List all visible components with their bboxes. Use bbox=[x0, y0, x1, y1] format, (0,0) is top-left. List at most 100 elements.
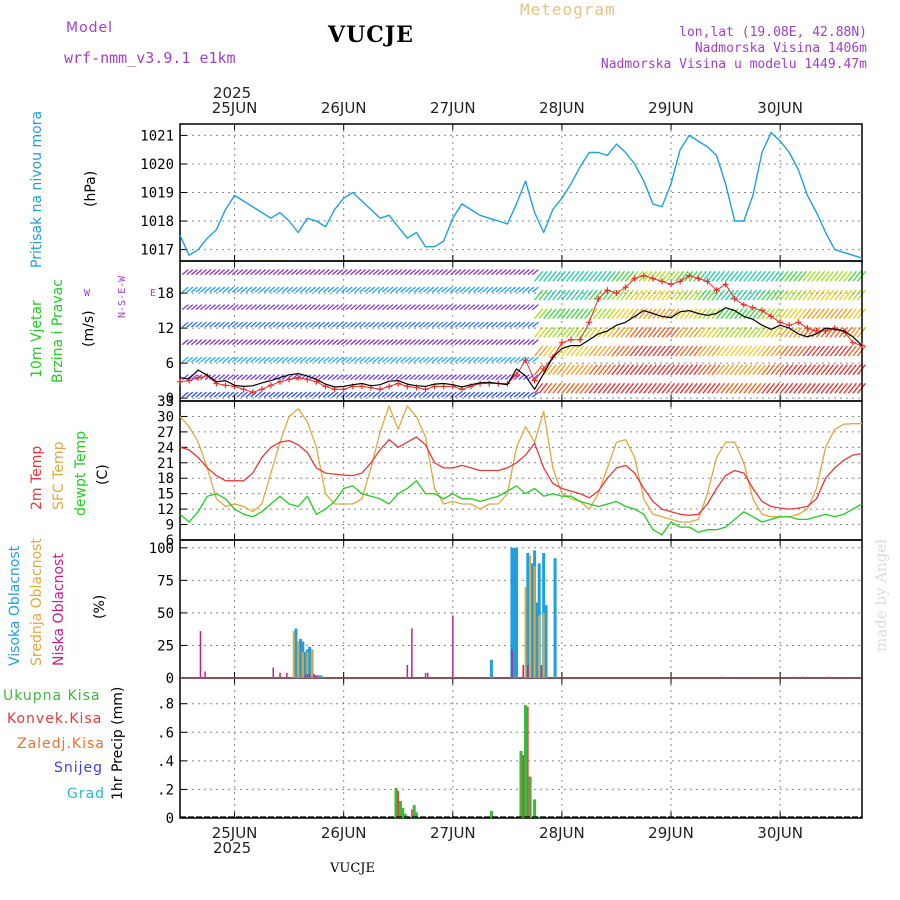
wind-barb bbox=[788, 326, 798, 338]
wind-barb bbox=[643, 382, 653, 394]
wind-barb bbox=[331, 321, 339, 328]
wind-barb bbox=[629, 289, 639, 301]
wind-barb bbox=[752, 382, 762, 394]
cloud-low-bar bbox=[272, 667, 274, 678]
wind-barb bbox=[584, 382, 594, 394]
wind-barb bbox=[679, 345, 689, 357]
wind-barb bbox=[418, 321, 426, 328]
wind-barb bbox=[250, 391, 257, 398]
wind-barb bbox=[565, 326, 575, 338]
wind-barb bbox=[495, 321, 503, 328]
wind-barb bbox=[468, 286, 476, 293]
wind-barb bbox=[286, 391, 294, 398]
wind-barb bbox=[350, 339, 357, 346]
wind-barb bbox=[322, 269, 330, 276]
wind-barb bbox=[816, 270, 826, 282]
wind-barb bbox=[377, 286, 385, 293]
wind-barb bbox=[593, 270, 603, 282]
wind-barb bbox=[272, 286, 280, 293]
wind-barb bbox=[481, 356, 489, 363]
wind-barb bbox=[468, 269, 476, 276]
wind-barb bbox=[611, 308, 621, 320]
wind-barb bbox=[395, 356, 403, 363]
wind-barb bbox=[445, 356, 453, 363]
wind-barb bbox=[295, 286, 303, 293]
wind-barb bbox=[468, 356, 476, 363]
wind-barb bbox=[186, 391, 194, 398]
wind-barb bbox=[404, 339, 412, 346]
wind-barb bbox=[797, 382, 807, 394]
wind-barb bbox=[738, 289, 748, 301]
wind-barb bbox=[395, 286, 403, 293]
y-tick-label: 1021 bbox=[140, 128, 174, 144]
wind-barb bbox=[368, 356, 376, 363]
precip-total-bar bbox=[533, 799, 537, 818]
wind-barb bbox=[620, 326, 630, 338]
wind-barb bbox=[481, 304, 489, 311]
wind-barb bbox=[793, 326, 803, 338]
wind-barb bbox=[240, 356, 248, 363]
wind-barb bbox=[509, 356, 517, 363]
wind-barb bbox=[834, 345, 844, 357]
x-tick-label-top: 28JUN bbox=[539, 99, 585, 117]
cloud-low-bar bbox=[452, 615, 454, 678]
wind-barb bbox=[597, 364, 607, 376]
wind-barb bbox=[195, 391, 203, 398]
wind-barb bbox=[565, 308, 575, 320]
wind-barb bbox=[381, 391, 389, 398]
wind-barb bbox=[254, 356, 262, 363]
wind-barb bbox=[715, 345, 726, 357]
wind-barb bbox=[834, 364, 844, 376]
wind-barb bbox=[697, 270, 707, 282]
wind-barb bbox=[652, 289, 662, 301]
wind-barb bbox=[531, 339, 539, 346]
wind-barb bbox=[852, 345, 862, 357]
wind-barb bbox=[227, 321, 235, 328]
precip-conv-bar bbox=[397, 790, 399, 818]
wind-barb bbox=[720, 326, 730, 338]
wind-barb bbox=[661, 270, 671, 282]
wind-barb bbox=[679, 289, 689, 301]
wind-barb bbox=[318, 286, 326, 293]
wind-barb bbox=[295, 391, 303, 398]
wind-barb bbox=[509, 304, 517, 311]
wind-barb bbox=[277, 269, 285, 276]
wind-barb bbox=[834, 289, 844, 301]
wind-barb bbox=[454, 374, 462, 381]
wind-barb bbox=[300, 391, 307, 398]
wind-barb bbox=[331, 269, 339, 276]
wind-barb bbox=[761, 382, 771, 394]
wind-barb bbox=[725, 382, 735, 394]
y-tick-label: 15 bbox=[157, 487, 174, 503]
wind-barb bbox=[509, 321, 517, 328]
wind-barb bbox=[747, 345, 757, 357]
wind-barb bbox=[543, 382, 553, 394]
wind-barb bbox=[313, 269, 321, 276]
wind-barb bbox=[359, 269, 367, 276]
model-elevation: Nadmorska Visina u modelu 1449.47m bbox=[600, 57, 867, 72]
wind-barb bbox=[190, 304, 198, 311]
wind-barb bbox=[565, 289, 575, 301]
wind-barb bbox=[295, 356, 303, 363]
wind-barb bbox=[684, 308, 694, 320]
wind-barb bbox=[561, 289, 571, 301]
wind-barb bbox=[656, 270, 666, 282]
wind-barb bbox=[793, 289, 803, 301]
wind-barb bbox=[395, 304, 403, 311]
wind-barb bbox=[570, 270, 580, 282]
wind-barb bbox=[547, 270, 557, 282]
wind-barb bbox=[227, 374, 235, 381]
cloud-low-bar bbox=[313, 674, 315, 678]
wind-barb bbox=[847, 289, 857, 301]
wind-barb bbox=[565, 345, 575, 357]
wind-barb bbox=[665, 364, 676, 376]
wind-barb bbox=[565, 382, 575, 394]
wind-barb bbox=[495, 356, 503, 363]
wind-barb bbox=[752, 326, 762, 338]
wind-barb bbox=[304, 304, 312, 311]
wind-barb bbox=[200, 304, 207, 311]
wind-barb bbox=[340, 356, 348, 363]
wind-barb bbox=[643, 364, 653, 376]
wind-barb bbox=[231, 304, 239, 311]
wind-barb bbox=[518, 391, 526, 398]
